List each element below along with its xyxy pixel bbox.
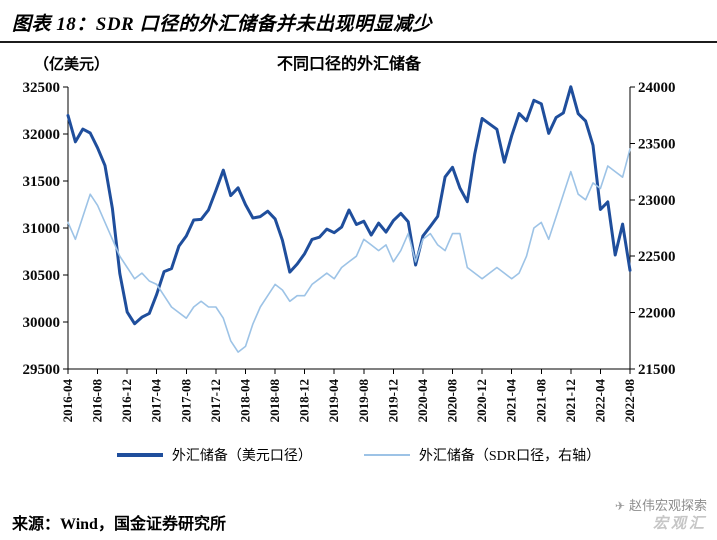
- y-axis-left-tick-label: 29500: [23, 362, 61, 378]
- chart-legend: 外汇储备（美元口径） 外汇储备（SDR口径，右轴）: [0, 445, 717, 465]
- x-axis-tick-label: 2016-12: [119, 379, 134, 422]
- y-axis-right-tick-label: 23500: [638, 136, 676, 152]
- watermark-line: ✈ 赵伟宏观探索: [615, 498, 707, 514]
- x-axis-tick-label: 2018-12: [297, 379, 312, 422]
- paper-plane-icon: ✈: [614, 499, 625, 513]
- y-axis-right-tick-label: 21500: [638, 362, 676, 378]
- chart-title: 不同口径的外汇储备: [277, 54, 422, 73]
- x-axis-tick-label: 2016-08: [90, 379, 105, 423]
- y-axis-left-tick-label: 31000: [23, 221, 61, 237]
- legend-item-usd: 外汇储备（美元口径）: [116, 445, 312, 465]
- y-axis-left-tick-label: 30000: [23, 315, 61, 331]
- x-axis-tick-label: 2017-08: [178, 379, 193, 423]
- series-line-usd: [66, 85, 632, 326]
- x-axis-tick-label: 2019-08: [356, 379, 371, 423]
- legend-sdr-line-swatch: [363, 454, 410, 456]
- figure-title: 图表 18：SDR 口径的外汇储备并未出现明显减少: [12, 14, 432, 35]
- y-axis-right-tick-label: 24000: [638, 80, 676, 96]
- legend-usd-line-swatch: [116, 453, 163, 457]
- legend-sdr-label: 外汇储备（SDR口径，右轴）: [418, 449, 601, 464]
- y-axis-right-tick-label: 22500: [638, 249, 676, 265]
- watermark-text: 赵伟宏观探索: [628, 498, 707, 513]
- legend-usd-label: 外汇储备（美元口径）: [171, 449, 312, 464]
- y-axis-left-tick-label: 32000: [23, 127, 61, 143]
- y-axis-left-tick-label: 30500: [23, 268, 61, 284]
- x-axis-tick-label: 2020-04: [415, 379, 430, 423]
- y-axis-left-tick-label: 32500: [23, 80, 61, 96]
- x-axis-tick-label: 2020-12: [474, 379, 489, 422]
- x-axis-tick-label: 2022-04: [592, 379, 607, 423]
- x-axis-tick-label: 2021-04: [504, 379, 519, 423]
- x-axis-tick-label: 2017-04: [149, 379, 164, 423]
- x-axis-tick-label: 2017-12: [208, 379, 223, 422]
- chart-canvas: （亿美元） 不同口径的外汇储备 29500 30000 30500 31000 3150…: [23, 54, 676, 423]
- x-axis-tick-label: 2020-08: [445, 379, 460, 423]
- y-axis-right-tick-label: 22000: [638, 306, 676, 322]
- y-axis-unit-label: （亿美元）: [34, 55, 109, 73]
- watermark-logo: 宏观汇: [652, 515, 707, 533]
- x-axis-tick-label: 2021-12: [563, 379, 578, 422]
- watermark: ✈ 赵伟宏观探索 宏观汇: [615, 498, 707, 534]
- figure-header: 图表 18：SDR 口径的外汇储备并未出现明显减少: [0, 0, 717, 43]
- x-axis-tick-label: 2021-08: [533, 379, 548, 423]
- legend-item-sdr: 外汇储备（SDR口径，右轴）: [363, 445, 601, 465]
- y-axis-right-tick-label: 23000: [638, 193, 676, 209]
- x-axis-tick-label: 2022-08: [622, 379, 637, 423]
- source-text: 来源：Wind，国金证券研究所: [12, 516, 226, 533]
- figure-footer: 来源：Wind，国金证券研究所 ✈ 赵伟宏观探索 宏观汇: [0, 498, 717, 534]
- x-axis-tick-label: 2018-04: [237, 379, 252, 423]
- x-axis-tick-label: 2016-04: [60, 379, 75, 423]
- x-axis-tick-label: 2019-12: [385, 379, 400, 422]
- y-axis-left-tick-label: 31500: [23, 174, 61, 190]
- x-axis-tick-label: 2018-08: [267, 379, 282, 423]
- series-line-sdr: [67, 148, 631, 353]
- x-axis-tick-label: 2019-04: [326, 379, 341, 423]
